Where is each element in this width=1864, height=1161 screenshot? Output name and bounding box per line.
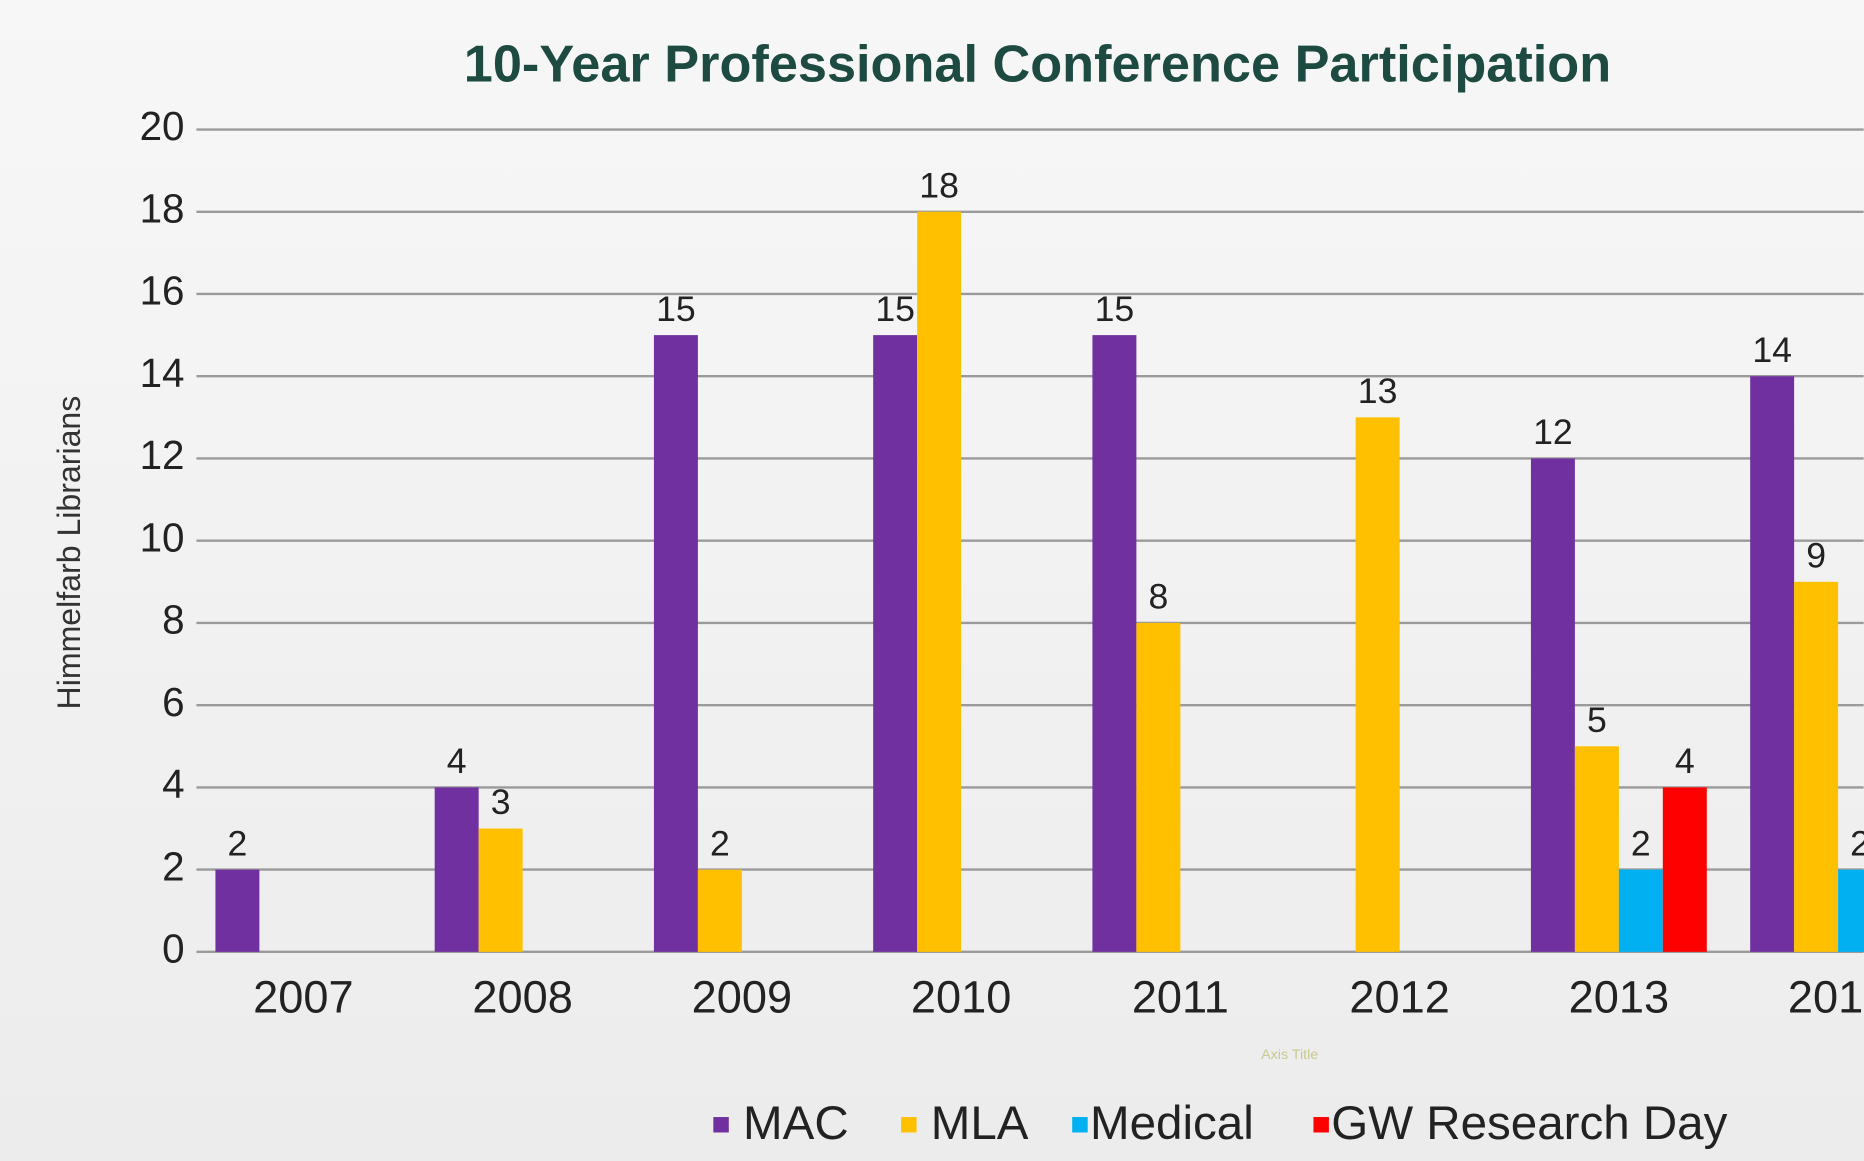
y-tick-label: 6 <box>162 679 184 725</box>
bar <box>215 869 260 952</box>
bar <box>697 869 742 952</box>
data-label: 3 <box>491 782 511 822</box>
bar <box>1530 458 1575 952</box>
legend-label: MLA <box>931 1097 1029 1150</box>
bar <box>917 211 962 952</box>
legend-swatch <box>1313 1117 1329 1133</box>
data-label: 15 <box>656 289 696 329</box>
data-label: 15 <box>1095 289 1135 329</box>
x-tick-label: 2012 <box>1349 971 1449 1022</box>
legend-swatch <box>1072 1117 1088 1133</box>
data-label: 4 <box>1675 741 1695 781</box>
bar <box>1750 376 1795 952</box>
x-tick-label: 2010 <box>911 971 1011 1022</box>
data-label: 2 <box>1850 823 1864 863</box>
y-axis-title: Himmelfarb Librarians <box>51 396 87 710</box>
data-label: 4 <box>447 741 467 781</box>
y-tick-label: 2 <box>162 843 184 889</box>
y-tick-label: 8 <box>162 597 184 643</box>
x-tick-label: 2007 <box>253 971 353 1022</box>
y-tick-label: 10 <box>140 514 185 560</box>
y-tick-label: 14 <box>140 350 185 396</box>
legend-swatch <box>713 1117 729 1133</box>
bar <box>1618 869 1663 952</box>
data-label: 8 <box>1148 577 1168 617</box>
bar <box>1838 869 1864 952</box>
data-label: 18 <box>919 165 959 205</box>
bar <box>653 335 698 952</box>
x-tick-label: 2014 <box>1788 971 1864 1022</box>
data-label: 12 <box>1533 412 1573 452</box>
x-tick-label: 2013 <box>1569 971 1669 1022</box>
legend-label: Medical <box>1090 1097 1254 1150</box>
x-tick-label: 2011 <box>1132 971 1229 1022</box>
data-label: 2 <box>1631 823 1651 863</box>
legend-label: MAC <box>743 1097 849 1150</box>
data-label: 2 <box>228 823 248 863</box>
legend-swatch <box>901 1117 917 1133</box>
x-axis-title: Axis Title <box>1261 1047 1318 1063</box>
bar <box>1092 335 1137 952</box>
bar <box>1574 746 1619 952</box>
data-label: 14 <box>1752 330 1792 370</box>
bar <box>1136 622 1181 952</box>
legend-label: GW Research Day <box>1331 1097 1727 1150</box>
y-tick-label: 18 <box>140 185 185 231</box>
data-label: 15 <box>875 289 915 329</box>
x-tick-label: 2009 <box>692 971 792 1022</box>
data-label: 5 <box>1587 700 1607 740</box>
data-label: 2 <box>710 823 730 863</box>
bar <box>1355 417 1400 952</box>
bar <box>434 787 479 952</box>
y-tick-label: 4 <box>162 761 184 807</box>
y-tick-label: 0 <box>162 926 184 972</box>
bar <box>478 828 523 952</box>
data-label: 13 <box>1358 371 1398 411</box>
x-tick-label: 2008 <box>472 971 572 1022</box>
y-tick-label: 12 <box>140 432 185 478</box>
y-tick-label: 16 <box>140 268 185 314</box>
bar <box>1662 787 1707 952</box>
bar <box>1794 581 1839 952</box>
chart-title: 10-Year Professional Conference Particip… <box>464 36 1611 94</box>
y-tick-label: 20 <box>140 103 185 149</box>
bar <box>873 335 918 952</box>
data-label: 9 <box>1806 535 1826 575</box>
